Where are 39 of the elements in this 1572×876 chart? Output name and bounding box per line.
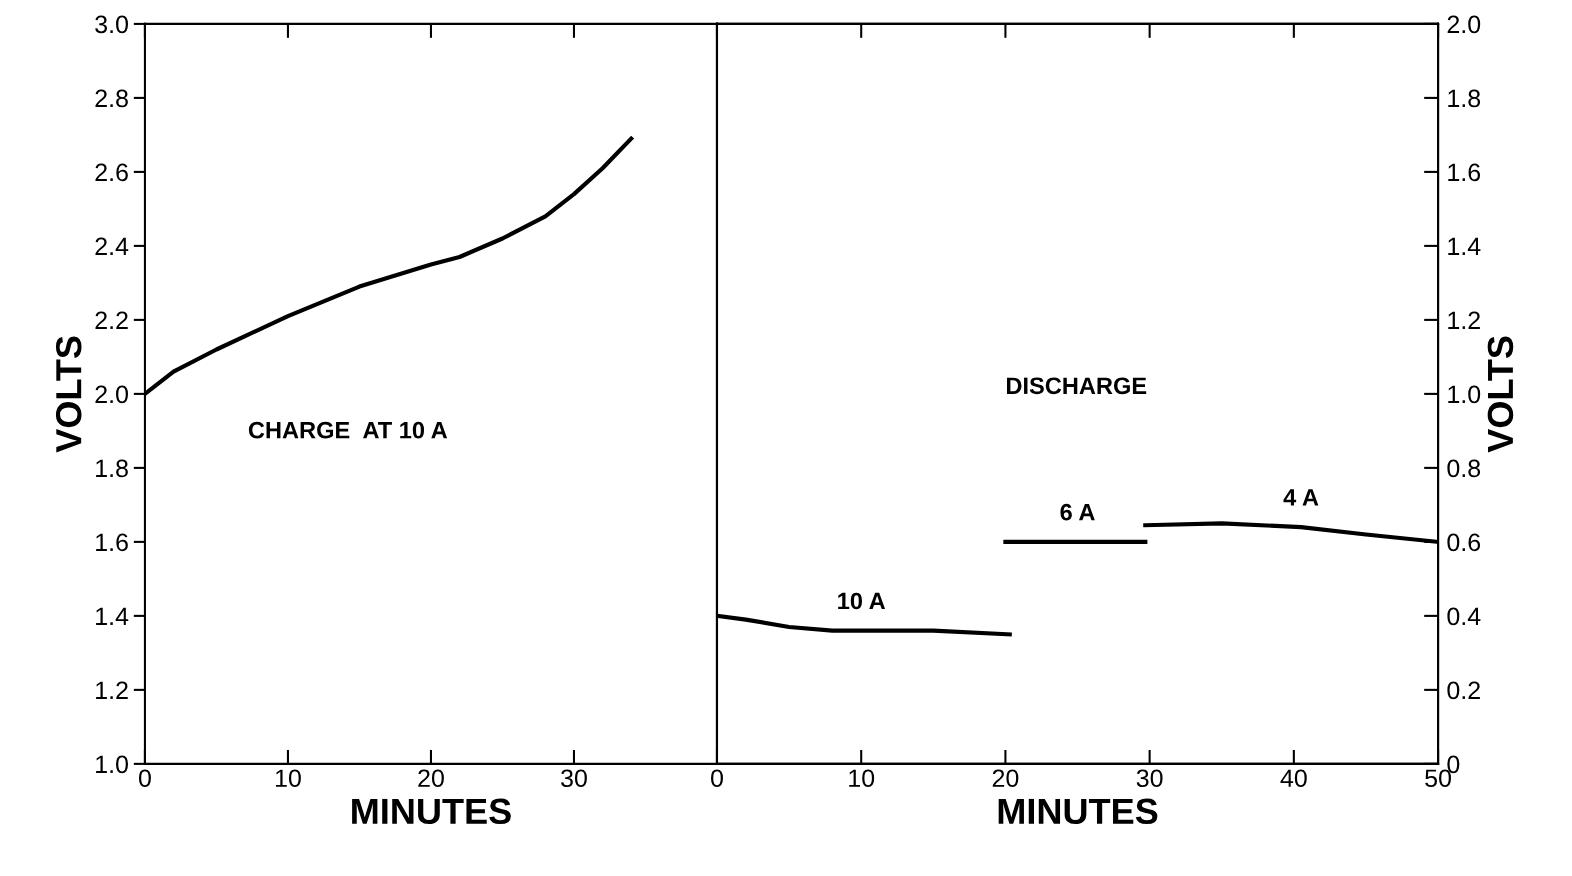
x-tick-label: 10 [849, 769, 875, 788]
x-tick-label: 0 [138, 769, 151, 788]
series-label: 4 A [1283, 489, 1319, 506]
y-tick-label: 1.2 [96, 681, 128, 699]
y2-tick-label: 0.2 [1447, 681, 1480, 700]
y2-tick-label: 1.0 [1448, 385, 1481, 404]
annotation: CHARGE AT 10 A [248, 421, 448, 439]
x-tick-label: 10 [275, 769, 301, 788]
y2-tick-label: 1.6 [1448, 163, 1481, 182]
x-tick-label: 30 [1136, 769, 1163, 788]
y-tick-label: 1.4 [96, 607, 129, 625]
y-tick-label: 2.4 [95, 237, 129, 255]
y-tick-label: 1.6 [96, 533, 128, 552]
y-tick-label: 3.0 [95, 15, 128, 34]
annotation: DISCHARGE [1007, 377, 1147, 395]
y-tick-label: 2.6 [95, 163, 128, 182]
y2-tick-label: 1.4 [1448, 237, 1481, 255]
y-tick-label: 2.0 [95, 385, 128, 404]
x-tick-label: 20 [418, 769, 444, 788]
y-axis-title: VOLTS [55, 336, 82, 453]
x-tick-label: 30 [561, 769, 587, 788]
y2-tick-label: 1.8 [1448, 89, 1481, 108]
x-tick-label: 0 [711, 769, 723, 788]
x-axis-title: MINUTES [998, 798, 1158, 825]
series-label: 6 A [1060, 503, 1095, 521]
y2-tick-label: 1.2 [1448, 311, 1480, 329]
x-tick-label: 40 [1280, 769, 1307, 788]
y2-tick-label: 0.8 [1447, 459, 1481, 478]
y-tick-label: 2.2 [95, 311, 128, 329]
y2-tick-label: 0.6 [1447, 533, 1481, 552]
series-label: 10 A [838, 592, 886, 610]
y2-tick-label: 2.0 [1447, 15, 1481, 34]
y-tick-label: 1.8 [96, 459, 128, 478]
x-axis-title: MINUTES [352, 798, 511, 825]
y-tick-label: 1.0 [96, 755, 128, 774]
y2-tick-label: 0.4 [1447, 607, 1481, 626]
y-tick-label: 2.8 [95, 89, 128, 108]
x-tick-label: 20 [992, 769, 1019, 788]
y2-axis-title: VOLTS [1487, 336, 1514, 453]
